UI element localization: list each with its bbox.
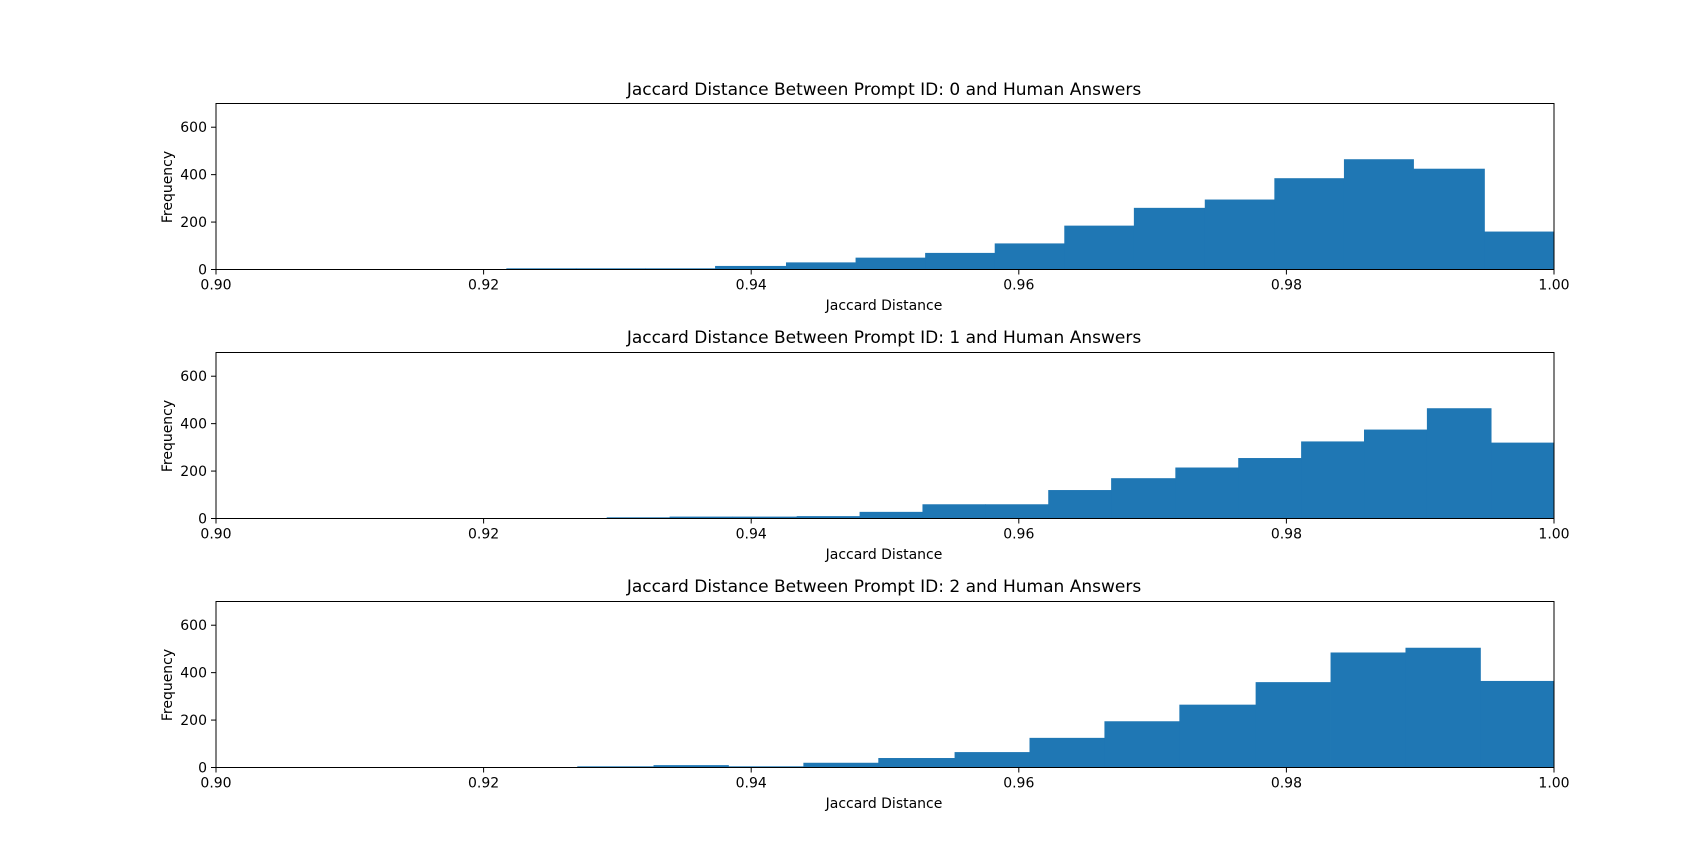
chart-title: Jaccard Distance Between Prompt ID: 1 an… (626, 328, 1142, 348)
histogram-bar (1255, 682, 1331, 768)
y-tick-label: 600 (180, 120, 207, 136)
histogram-bar (1480, 680, 1555, 768)
histogram-bar (1405, 647, 1481, 768)
x-axis-label: Jaccard Distance (825, 796, 943, 812)
histogram-bar (1029, 737, 1105, 768)
y-tick-label: 400 (180, 666, 207, 682)
x-tick-label: 1.00 (1538, 527, 1569, 543)
y-tick-label: 600 (180, 618, 207, 634)
plot-frame (215, 103, 1555, 270)
histogram-bar (669, 516, 733, 519)
histogram-bar (1491, 442, 1555, 519)
histogram-bar (922, 504, 986, 519)
y-axis-label: Frequency (160, 151, 176, 223)
histogram-bar (653, 765, 729, 768)
bar-group (577, 647, 1555, 768)
histogram-bar (1330, 652, 1406, 768)
y-axis-label: Frequency (160, 400, 176, 472)
subplot-0: Jaccard Distance Between Prompt ID: 0 an… (160, 80, 1570, 314)
y-axis-ticks: 0 200 400 600 (180, 120, 216, 279)
x-axis-label: Jaccard Distance (825, 298, 943, 314)
bar-group (355, 408, 1555, 519)
histogram-bar (1413, 168, 1485, 270)
y-tick-label: 200 (180, 215, 207, 231)
x-tick-label: 0.92 (468, 776, 499, 792)
histogram-bar (1175, 467, 1239, 519)
y-axis-ticks: 0 200 400 600 (180, 369, 216, 528)
x-axis-label: Jaccard Distance (825, 547, 943, 563)
plot-frame (215, 601, 1555, 768)
histogram-bar (506, 268, 577, 270)
y-tick-label: 0 (198, 263, 207, 279)
histogram-bar (577, 766, 654, 768)
histogram-bar (855, 257, 926, 270)
histogram-bar (985, 504, 1049, 519)
histogram-bar (878, 758, 955, 768)
x-tick-label: 0.94 (736, 278, 767, 294)
histogram-bar (1364, 429, 1428, 519)
histogram-bar (785, 262, 856, 270)
histogram-bar (1204, 199, 1275, 270)
histogram-bar (728, 766, 804, 768)
chart-title: Jaccard Distance Between Prompt ID: 0 an… (626, 80, 1142, 100)
histogram-bar (925, 252, 996, 270)
y-axis-ticks: 0 200 400 600 (180, 618, 216, 777)
x-tick-label: 0.90 (200, 278, 231, 294)
y-tick-label: 400 (180, 168, 207, 184)
histogram-bar (1274, 178, 1345, 270)
x-tick-label: 1.00 (1538, 278, 1569, 294)
bar-group (506, 159, 1555, 270)
x-tick-label: 1.00 (1538, 776, 1569, 792)
x-tick-label: 0.98 (1271, 776, 1302, 792)
histogram-bar (1238, 458, 1302, 519)
x-tick-label: 0.98 (1271, 527, 1302, 543)
histogram-bar (803, 762, 879, 768)
y-tick-label: 600 (180, 369, 207, 385)
histogram-bar (1301, 441, 1365, 519)
x-axis-ticks: 0.90 0.92 0.94 0.96 0.98 1.00 (200, 269, 1570, 294)
chart-title: Jaccard Distance Between Prompt ID: 2 an… (626, 577, 1142, 597)
y-axis-label: Frequency (160, 649, 176, 721)
histogram-bar (796, 516, 860, 519)
x-tick-label: 0.96 (1003, 278, 1034, 294)
y-tick-label: 0 (198, 761, 207, 777)
histogram-bar (859, 511, 923, 519)
x-tick-label: 0.94 (736, 776, 767, 792)
histogram-bar (715, 265, 787, 270)
histogram-bar (1104, 721, 1180, 768)
y-tick-label: 200 (180, 713, 207, 729)
x-tick-label: 0.90 (200, 527, 231, 543)
x-axis-ticks: 0.90 0.92 0.94 0.96 0.98 1.00 (200, 767, 1570, 792)
histogram-bar (994, 243, 1065, 270)
histogram-bar (1133, 207, 1206, 270)
histogram-bar (732, 516, 798, 519)
x-tick-label: 0.90 (200, 776, 231, 792)
histogram-bar (1343, 159, 1414, 270)
y-tick-label: 200 (180, 464, 207, 480)
plot-frame (215, 352, 1555, 519)
subplot-1: Jaccard Distance Between Prompt ID: 1 an… (160, 328, 1570, 563)
y-tick-label: 0 (198, 512, 207, 528)
x-tick-label: 0.98 (1271, 278, 1302, 294)
x-axis-ticks: 0.90 0.92 0.94 0.96 0.98 1.00 (200, 518, 1570, 543)
x-tick-label: 0.92 (468, 278, 499, 294)
x-tick-label: 0.96 (1003, 527, 1034, 543)
histogram-bar (1484, 231, 1555, 270)
histogram-bar (1179, 704, 1257, 768)
histogram-bar (1111, 478, 1176, 519)
histogram-bar (1426, 408, 1492, 519)
subplot-2: Jaccard Distance Between Prompt ID: 2 an… (160, 577, 1570, 812)
histogram-bar (1048, 490, 1112, 519)
histogram-bar (606, 517, 670, 519)
histogram-bar (575, 268, 646, 270)
histogram-bar (954, 752, 1030, 768)
x-tick-label: 0.94 (736, 527, 767, 543)
histogram-bar (645, 268, 716, 270)
x-tick-label: 0.92 (468, 527, 499, 543)
histogram-bar (1064, 225, 1135, 270)
x-tick-label: 0.96 (1003, 776, 1034, 792)
y-tick-label: 400 (180, 417, 207, 433)
